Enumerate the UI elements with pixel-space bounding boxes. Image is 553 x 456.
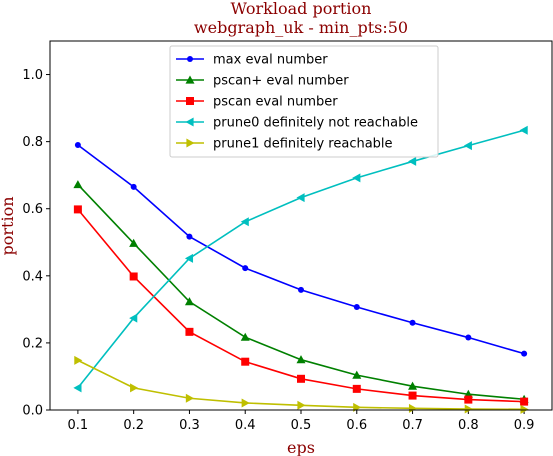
x-tick-label: 0.1 [68, 418, 89, 433]
data-point [352, 370, 362, 379]
data-point [296, 355, 306, 364]
data-point [463, 141, 472, 151]
y-tick-label: 0.8 [22, 135, 43, 150]
y-axis-label: portion [0, 196, 17, 255]
data-point [184, 253, 194, 263]
y-tick-label: 1.0 [22, 68, 43, 83]
series-line [77, 359, 525, 411]
data-point [464, 395, 473, 404]
plot-area: 0.1 0.2 0.3 0.4 0.5 0.6 0.7 0.8 0.9 0.0 0.2 0.4 0.6 0… [22, 68, 534, 433]
legend-entry: prune1 definitely reachable [213, 137, 393, 152]
x-tick-label: 0.3 [179, 418, 200, 433]
data-point [129, 238, 139, 247]
data-point [73, 383, 82, 393]
plot-frame [49, 40, 553, 411]
data-point [297, 374, 305, 383]
y-tick-label: 0.6 [22, 202, 43, 217]
data-point [519, 125, 528, 135]
legend-marker [185, 75, 195, 84]
legend-entry: pscan eval number [213, 95, 338, 110]
x-tick-label: 0.5 [291, 418, 312, 433]
x-tick-label: 0.9 [514, 418, 535, 433]
data-point [298, 286, 304, 293]
data-point [184, 297, 194, 306]
data-point [409, 319, 416, 326]
data-point [74, 355, 83, 365]
legend-entry: prune0 definitely not reachable [213, 116, 418, 131]
data-point [464, 404, 473, 414]
data-point [242, 265, 249, 272]
legend-marker [186, 97, 194, 105]
data-point [130, 383, 139, 393]
legend: max eval number pscan+ eval number pscan e… [169, 45, 439, 158]
legend-marker [187, 56, 193, 62]
data-point [185, 327, 194, 336]
series-line [77, 129, 525, 389]
data-point [520, 404, 529, 414]
x-tick-label: 0.6 [346, 418, 367, 433]
chart-title: Workload portion [231, 0, 372, 18]
data-point [129, 272, 138, 281]
data-point [520, 397, 529, 406]
x-tick-label: 0.2 [123, 418, 144, 433]
legend-box [169, 45, 439, 158]
data-point [130, 183, 137, 190]
data-point [73, 180, 83, 189]
data-point [129, 313, 138, 323]
data-point [241, 357, 250, 366]
data-point [297, 400, 306, 410]
data-point [465, 334, 472, 341]
data-point [352, 384, 361, 393]
data-point [73, 205, 82, 214]
data-point [240, 332, 250, 341]
x-tick-label: 0.4 [235, 418, 256, 433]
data-point [74, 141, 81, 148]
data-point [185, 393, 194, 403]
data-point [521, 350, 528, 357]
series-line [77, 144, 525, 355]
data-point [296, 193, 305, 203]
data-point [408, 156, 417, 166]
legend-entry: pscan+ eval number [213, 74, 349, 89]
legend-entry: max eval number [213, 53, 328, 68]
y-tick-label: 0.0 [22, 404, 43, 419]
data-point [408, 391, 417, 400]
y-tick-label: 0.2 [22, 336, 43, 351]
legend-marker [186, 138, 195, 148]
data-point [352, 173, 361, 183]
data-point [240, 217, 249, 227]
data-point [186, 233, 193, 240]
data-point [408, 403, 418, 413]
data-point [353, 304, 360, 311]
x-axis-label: eps [287, 438, 315, 456]
data-point [241, 398, 250, 408]
chart-subtitle: webgraph_uk - min_pts:50 [194, 18, 408, 37]
legend-marker [185, 117, 194, 127]
x-tick-label: 0.8 [458, 418, 479, 433]
y-tick-label: 0.4 [22, 269, 43, 284]
data-point [408, 381, 418, 390]
x-tick-label: 0.7 [402, 418, 423, 433]
